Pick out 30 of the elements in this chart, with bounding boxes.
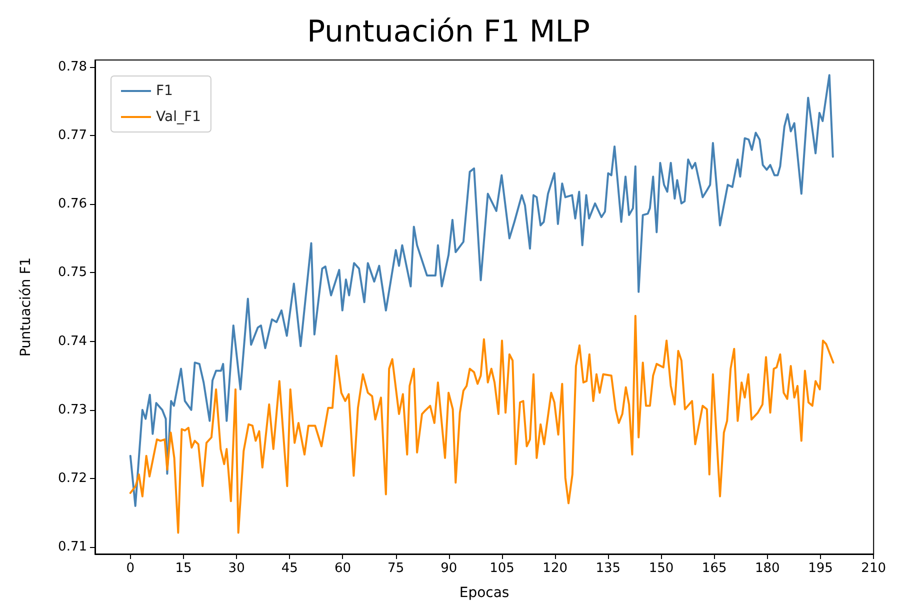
x-tick-label: 195 xyxy=(808,561,833,576)
x-tick-label: 105 xyxy=(490,561,514,576)
x-tick-label: 30 xyxy=(228,561,245,576)
chart-title: Puntuación F1 MLP xyxy=(306,14,590,50)
x-tick-label: 15 xyxy=(175,561,192,576)
x-tick-label: 45 xyxy=(281,561,298,576)
y-tick-label: 0.74 xyxy=(58,334,87,349)
x-tick-label: 60 xyxy=(334,561,352,576)
line-series xyxy=(129,314,834,534)
x-tick-label: 210 xyxy=(861,561,886,576)
x-tick-label: 180 xyxy=(755,561,780,576)
legend-label: F1 xyxy=(156,83,173,99)
y-axis-title: Puntuación F1 xyxy=(18,257,34,357)
y-tick-label: 0.76 xyxy=(58,196,87,212)
y-tick-label: 0.75 xyxy=(58,265,87,280)
line-series xyxy=(129,74,834,507)
x-tick-label: 135 xyxy=(596,561,621,576)
y-tick-label: 0.71 xyxy=(58,540,87,555)
y-tick-label: 0.73 xyxy=(58,402,87,418)
x-axis-title: Epocas xyxy=(459,585,510,601)
x-tick-label: 90 xyxy=(440,561,458,576)
x-tick-label: 120 xyxy=(542,561,568,576)
y-tick-label: 0.72 xyxy=(58,471,87,486)
legend-label: Val_F1 xyxy=(156,109,201,125)
x-tick-label: 165 xyxy=(702,561,727,576)
x-tick-label: 0 xyxy=(126,561,135,576)
x-tick-label: 150 xyxy=(648,561,674,576)
x-tick-label: 75 xyxy=(388,561,404,576)
y-tick-label: 0.78 xyxy=(58,59,87,74)
y-tick-label: 0.77 xyxy=(58,128,87,143)
